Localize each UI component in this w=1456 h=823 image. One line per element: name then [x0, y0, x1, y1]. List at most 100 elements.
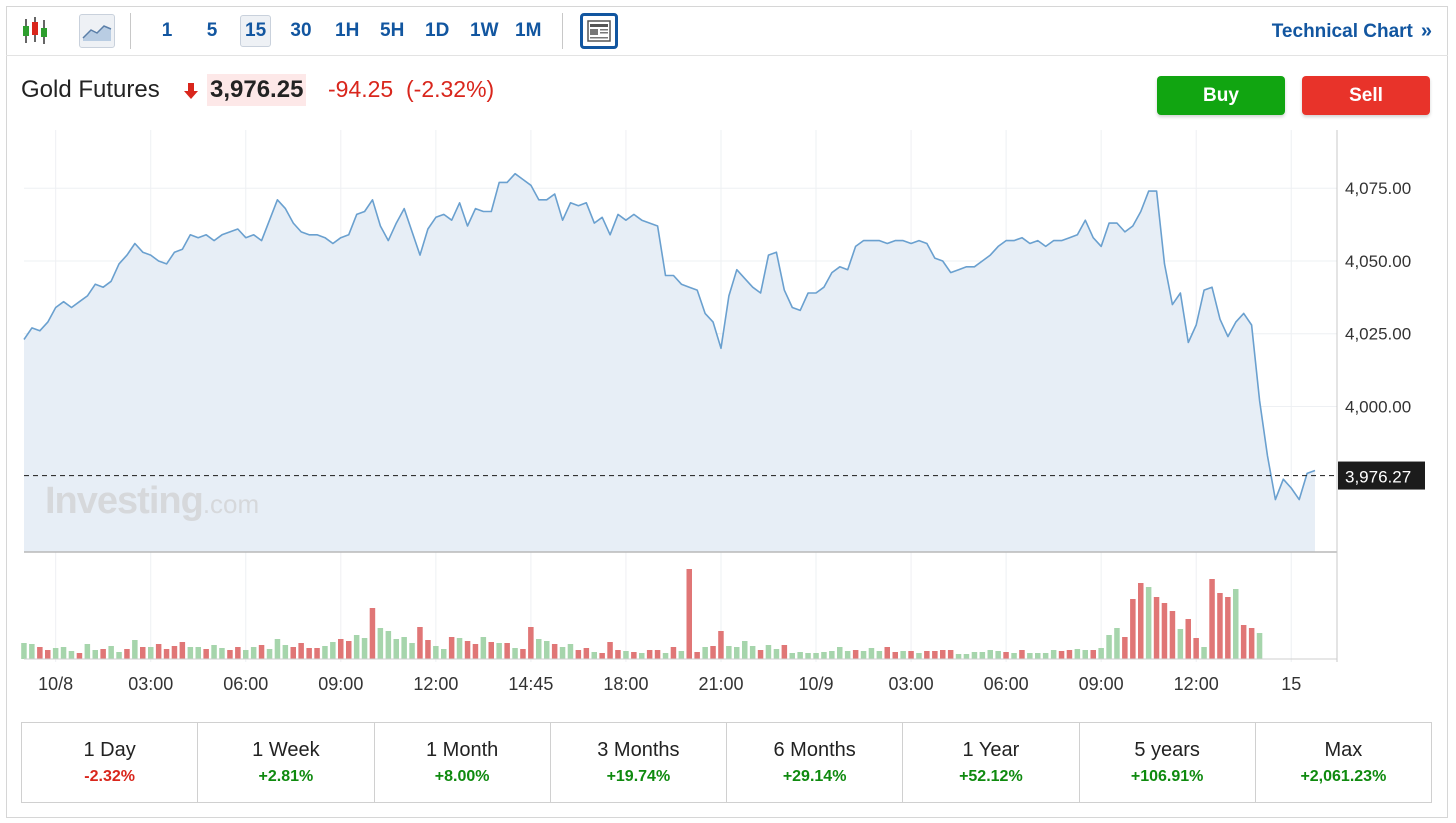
volume-bar: [1161, 603, 1168, 659]
volume-bar: [1114, 628, 1120, 659]
interval-5h[interactable]: 5H: [380, 20, 405, 41]
volume-bar: [932, 651, 938, 659]
x-tick-label: 10/8: [38, 674, 73, 694]
x-tick-label: 09:00: [1079, 674, 1124, 694]
volume-bar: [1082, 650, 1088, 659]
volume-bar: [837, 647, 843, 659]
volume-bar: [892, 652, 898, 659]
volume-bar: [456, 638, 463, 659]
volume-bar: [710, 646, 716, 659]
volume-bar: [322, 646, 328, 659]
volume-bar: [1003, 652, 1009, 659]
volume-bar: [361, 638, 368, 659]
perf-period-max[interactable]: Max +2,061.23%: [1256, 723, 1431, 802]
volume-bar: [409, 643, 415, 659]
volume-bar: [544, 641, 550, 659]
interval-1w[interactable]: 1W: [470, 20, 499, 41]
volume-bar: [290, 647, 296, 659]
volume-bar: [670, 647, 677, 659]
last-price: 3,976.25: [207, 74, 307, 106]
volume-bar: [203, 649, 209, 659]
perf-period-5-years[interactable]: 5 years +106.91%: [1080, 723, 1256, 802]
volume-bar: [441, 649, 447, 659]
buy-button[interactable]: Buy: [1157, 76, 1285, 115]
sell-button[interactable]: Sell: [1302, 76, 1430, 115]
perf-period-6-months[interactable]: 6 Months +29.14%: [727, 723, 904, 802]
x-tick-label: 06:00: [984, 674, 1029, 694]
last-price-tag: [1338, 461, 1425, 490]
volume-bar: [140, 647, 146, 659]
volume-bar: [987, 650, 993, 659]
volume-bar: [583, 648, 590, 659]
price-chart[interactable]: Investing.com 4,000.00 4,025.00 4,050.00 4,0…: [0, 0, 1456, 715]
volume-bar: [955, 654, 962, 659]
volume-bar: [306, 648, 312, 659]
volume-bar: [1090, 650, 1096, 659]
volume-bar: [551, 644, 558, 659]
volume-bar: [940, 650, 946, 659]
y-tick-label: 4,000.00: [1345, 397, 1411, 416]
volume-bar: [1106, 635, 1112, 659]
perf-label: 6 Months: [773, 739, 856, 761]
volume-bar: [258, 645, 265, 659]
interval-30[interactable]: 30: [290, 20, 312, 41]
volume-bar: [92, 650, 98, 659]
volume-bar: [900, 651, 906, 659]
area-chart-icon[interactable]: [79, 14, 115, 48]
x-tick-label: 15: [1281, 674, 1301, 694]
volume-bar: [243, 650, 249, 659]
volume-bar: [116, 652, 122, 659]
volume-bar: [393, 639, 399, 659]
perf-period-1-month[interactable]: 1 Month +8.00%: [375, 723, 551, 802]
last-price-label: 3,976.27: [1345, 468, 1411, 487]
perf-period-1-year[interactable]: 1 Year +52.12%: [903, 723, 1080, 802]
volume-bar: [76, 653, 83, 659]
x-tick-label: 12:00: [413, 674, 458, 694]
volume-bar: [504, 643, 510, 659]
x-tick-label: 03:00: [889, 674, 934, 694]
interval-15[interactable]: 15: [240, 15, 272, 47]
volume-bar: [1256, 633, 1263, 659]
volume-bar: [773, 649, 780, 659]
interval-5[interactable]: 5: [206, 20, 218, 41]
volume-bar: [45, 650, 51, 659]
volume-bar: [789, 653, 795, 659]
perf-period-1-day[interactable]: 1 Day -2.32%: [22, 723, 199, 802]
volume-bar: [353, 635, 360, 659]
news-layout-icon[interactable]: [580, 13, 618, 49]
perf-value: +19.74%: [606, 768, 671, 785]
volume-bar: [1130, 599, 1136, 659]
candlestick-chart-icon[interactable]: [18, 14, 52, 48]
volume-bar: [868, 648, 875, 659]
perf-period-3-months[interactable]: 3 Months +19.74%: [551, 723, 727, 802]
volume-bar: [377, 628, 384, 659]
y-tick-label: 4,075.00: [1345, 179, 1411, 198]
volume-bar: [1209, 579, 1215, 659]
technical-chart-link[interactable]: Technical Chart »: [1272, 20, 1432, 43]
perf-period-1-week[interactable]: 1 Week +2.81%: [198, 723, 375, 802]
change-percent: (-2.32%): [406, 76, 495, 102]
interval-1m[interactable]: 1M: [515, 20, 542, 41]
interval-1h[interactable]: 1H: [335, 20, 360, 41]
volume-bar: [1153, 597, 1160, 659]
x-tick-label: 06:00: [223, 674, 268, 694]
volume-bar: [631, 652, 637, 659]
volume-bar: [29, 644, 35, 659]
volume-bar: [607, 642, 613, 659]
volume-bar: [1185, 619, 1191, 659]
volume-bar: [369, 608, 376, 659]
volume-bar: [385, 631, 392, 659]
interval-1d[interactable]: 1D: [425, 20, 450, 41]
x-tick-label: 10/9: [799, 674, 834, 694]
volume-bar: [1248, 628, 1255, 659]
x-tick-label: 12:00: [1174, 674, 1219, 694]
volume-bar: [1233, 589, 1239, 659]
perf-label: 1 Year: [962, 739, 1020, 761]
volume-bar: [765, 645, 772, 659]
interval-1[interactable]: 1: [161, 20, 173, 41]
perf-label: 1 Day: [83, 739, 136, 761]
chart-toolbar: 1 5 15 30 1H 5H 1D 1W 1M Technical Chart »: [6, 6, 1448, 56]
volume-bar: [924, 651, 930, 659]
volume-bar: [623, 651, 629, 659]
volume-bar: [591, 652, 597, 659]
